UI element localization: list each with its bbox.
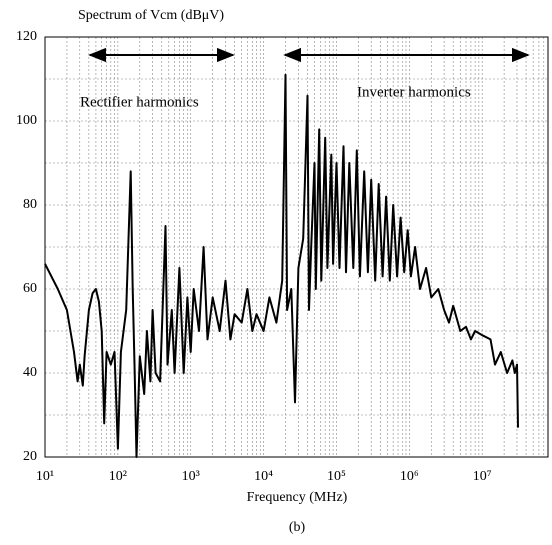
- x-tick-label: 10¹: [36, 469, 54, 484]
- y-tick-label: 80: [23, 197, 37, 212]
- x-tick-label: 10⁵: [327, 469, 346, 484]
- y-tick-label: 100: [16, 113, 37, 128]
- caption: (b): [289, 520, 306, 535]
- annotation: Inverter harmonics: [357, 84, 471, 100]
- annotation: Rectifier harmonics: [80, 94, 199, 110]
- chart-title: Spectrum of Vcm (dBμV): [78, 8, 224, 23]
- y-tick-label: 60: [23, 281, 37, 296]
- y-tick-label: 20: [23, 449, 37, 464]
- y-tick-label: 120: [16, 29, 37, 44]
- plot-frame: [44, 36, 549, 458]
- spectrum-line: [44, 73, 519, 458]
- x-tick-label: 10⁷: [473, 469, 492, 484]
- y-tick-label: 40: [23, 365, 37, 380]
- x-tick-label: 10³: [182, 469, 200, 484]
- x-tick-label: 10²: [109, 469, 127, 484]
- x-tick-label: 10⁴: [254, 469, 273, 484]
- x-axis-label: Frequency (MHz): [247, 490, 348, 505]
- x-tick-label: 10⁶: [400, 469, 419, 484]
